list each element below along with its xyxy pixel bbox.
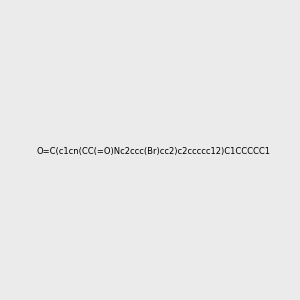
Text: O=C(c1cn(CC(=O)Nc2ccc(Br)cc2)c2ccccc12)C1CCCCC1: O=C(c1cn(CC(=O)Nc2ccc(Br)cc2)c2ccccc12)C… (37, 147, 271, 156)
